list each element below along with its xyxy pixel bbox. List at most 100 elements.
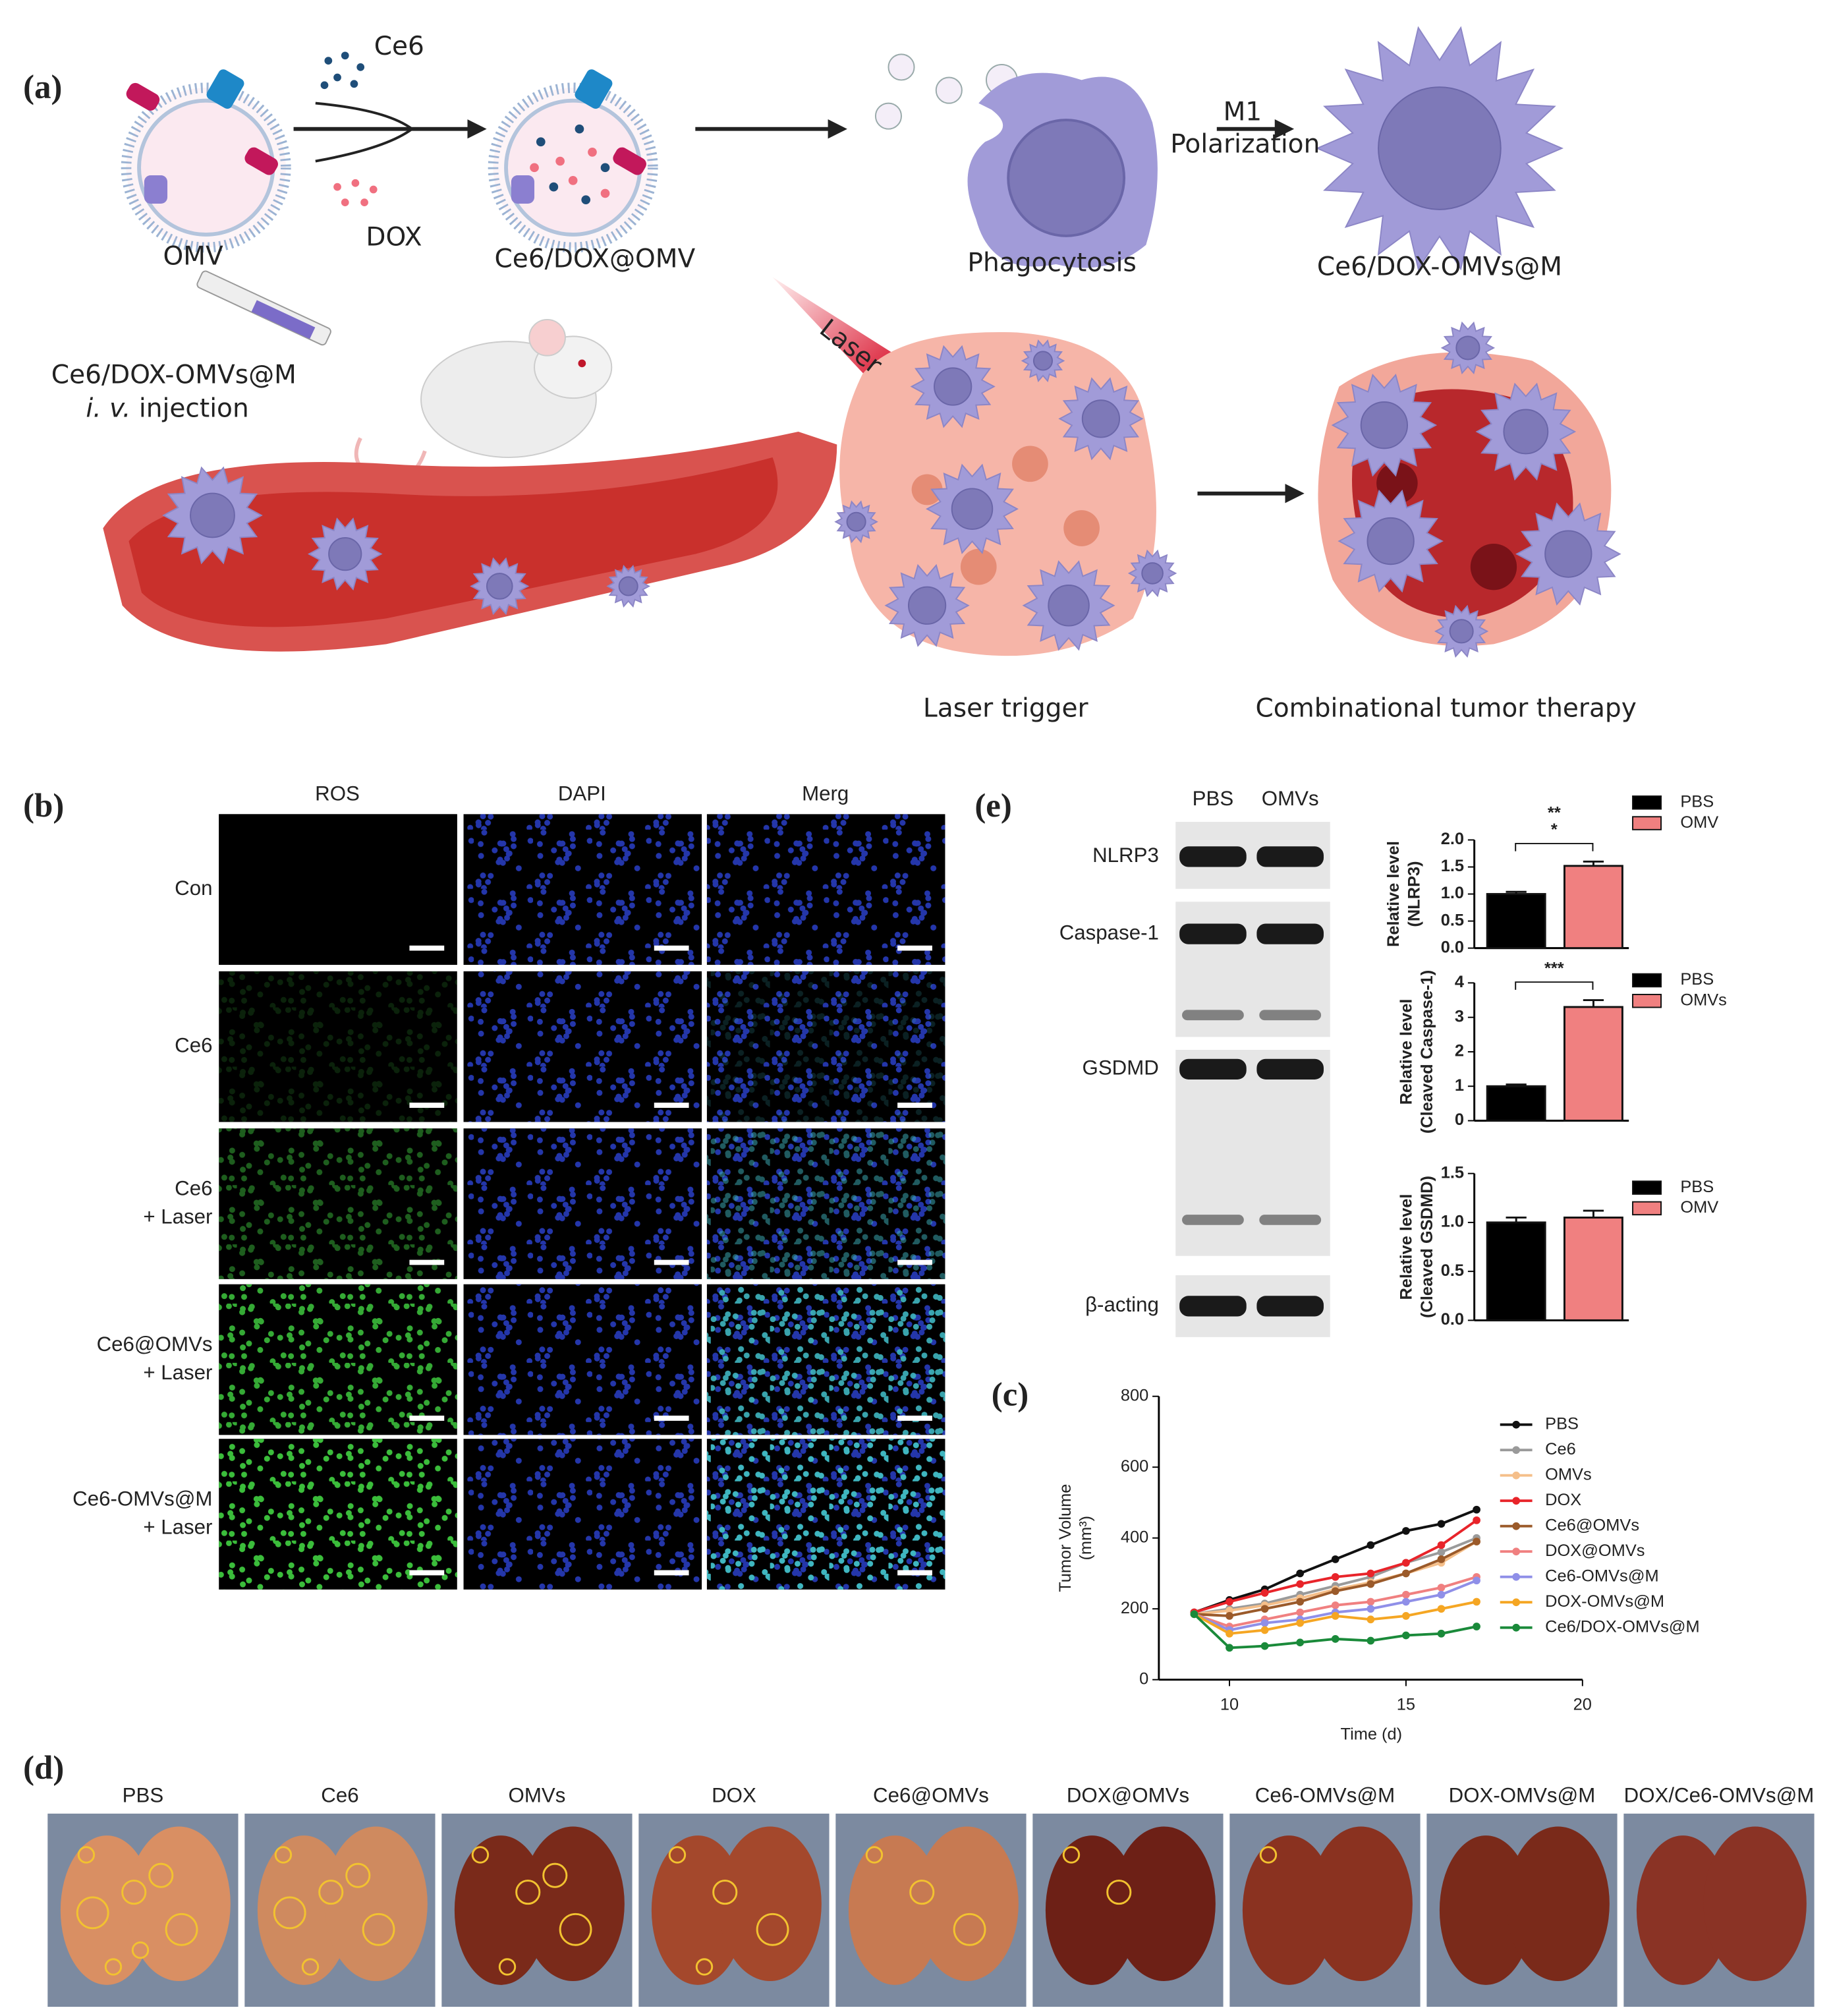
label: * bbox=[1551, 821, 1558, 839]
nucleus bbox=[934, 367, 972, 406]
label: 0.0 bbox=[1441, 938, 1464, 956]
label: 15 bbox=[1397, 1695, 1415, 1714]
label: Relative level bbox=[1397, 1194, 1416, 1300]
error-bar bbox=[1506, 890, 1527, 894]
merge-signal bbox=[706, 1439, 945, 1590]
ros-signal bbox=[219, 1439, 457, 1590]
legend-swatch bbox=[1632, 994, 1662, 1008]
label: Ce6-OMVs@M bbox=[1255, 1784, 1395, 1807]
label: 800 bbox=[1121, 1386, 1148, 1404]
label: 0.0 bbox=[1441, 1310, 1464, 1329]
label: Ce6@OMVs bbox=[873, 1784, 989, 1807]
nodule bbox=[1106, 1880, 1132, 1905]
ros-signal bbox=[219, 1284, 457, 1435]
label: PBS bbox=[1193, 787, 1234, 810]
micrograph bbox=[219, 814, 457, 965]
label: Relative level bbox=[1384, 841, 1403, 947]
legend-marker bbox=[1512, 1522, 1521, 1530]
label: 400 bbox=[1121, 1528, 1148, 1546]
nodule bbox=[148, 1862, 174, 1888]
nodule bbox=[1062, 1846, 1081, 1864]
lung-lobe bbox=[1636, 1835, 1730, 1985]
nucleus bbox=[1366, 517, 1415, 565]
point bbox=[1437, 1605, 1446, 1613]
point bbox=[1260, 1619, 1269, 1627]
bracket bbox=[1515, 842, 1594, 851]
bar bbox=[1563, 1006, 1623, 1122]
label: 1.0 bbox=[1441, 1213, 1464, 1231]
label: DOX bbox=[1545, 1491, 1581, 1509]
point bbox=[1366, 1580, 1375, 1588]
point bbox=[1402, 1527, 1410, 1535]
point bbox=[1437, 1520, 1446, 1528]
nucleus bbox=[951, 488, 994, 530]
label: (Cleaved Caspase-1) bbox=[1418, 970, 1436, 1134]
lung-lobe bbox=[718, 1826, 822, 1981]
bar bbox=[1486, 1085, 1546, 1122]
label: DAPI bbox=[558, 782, 606, 805]
label: M1 bbox=[1224, 98, 1262, 127]
legend-swatch bbox=[1632, 795, 1662, 810]
band bbox=[1179, 1296, 1247, 1317]
nucleus bbox=[486, 573, 513, 600]
nodule bbox=[471, 1846, 490, 1864]
label: (b) bbox=[23, 787, 64, 824]
point bbox=[1366, 1636, 1375, 1645]
nodule bbox=[695, 1958, 714, 1976]
label: injection bbox=[139, 393, 249, 423]
label: DOX bbox=[712, 1784, 756, 1807]
ros-signal bbox=[219, 1128, 457, 1279]
label: (d) bbox=[23, 1749, 64, 1786]
nodule bbox=[498, 1958, 517, 1976]
nucleus bbox=[1032, 351, 1054, 371]
label: DOX/Ce6-OMVs@M bbox=[1624, 1784, 1815, 1807]
nucleus bbox=[1455, 335, 1480, 360]
label: β-acting bbox=[1085, 1293, 1159, 1316]
label: Time (d) bbox=[1341, 1725, 1403, 1743]
point bbox=[1331, 1634, 1339, 1643]
nodule bbox=[77, 1846, 96, 1864]
band bbox=[1179, 923, 1247, 944]
band bbox=[1256, 1296, 1324, 1317]
lung-lobe bbox=[1112, 1826, 1216, 1981]
nodule bbox=[515, 1880, 541, 1905]
lung-lobe bbox=[1506, 1826, 1610, 1981]
nucleus bbox=[1544, 530, 1592, 578]
band bbox=[1256, 846, 1324, 867]
label: 1.5 bbox=[1441, 1163, 1464, 1182]
nodule bbox=[318, 1880, 344, 1905]
lung-lobe bbox=[651, 1835, 745, 1985]
error-bar bbox=[1506, 1083, 1527, 1087]
point bbox=[1437, 1629, 1446, 1638]
lung-lobe bbox=[1703, 1826, 1807, 1981]
label: Ce6 bbox=[321, 1784, 358, 1807]
label: OMVs bbox=[1262, 787, 1319, 810]
nucleus bbox=[907, 586, 947, 625]
band bbox=[1259, 1010, 1322, 1021]
merge-signal bbox=[706, 1128, 945, 1279]
point bbox=[1366, 1569, 1375, 1578]
point bbox=[1225, 1612, 1233, 1620]
label: OMVs bbox=[1545, 1465, 1592, 1483]
label: NLRP3 bbox=[1092, 844, 1159, 867]
label: DOX-OMVs@M bbox=[1545, 1592, 1664, 1611]
band bbox=[1182, 1215, 1244, 1225]
error-bar bbox=[1583, 1209, 1604, 1218]
label: 2 bbox=[1455, 1042, 1464, 1060]
label: OMV bbox=[1680, 813, 1718, 832]
point bbox=[1366, 1541, 1375, 1549]
label: PBS bbox=[1680, 1178, 1714, 1196]
dapi-signal bbox=[463, 814, 702, 965]
label: ** bbox=[1548, 804, 1561, 822]
point bbox=[1225, 1607, 1233, 1615]
label: 1 bbox=[1455, 1076, 1464, 1095]
label: OMV bbox=[163, 242, 223, 272]
lung-lobe bbox=[521, 1826, 625, 1981]
label: Ce6 bbox=[175, 1033, 212, 1056]
bracket bbox=[1515, 981, 1594, 990]
label: *** bbox=[1544, 959, 1564, 977]
legend-swatch bbox=[1632, 1180, 1662, 1195]
label: GSDMD bbox=[1083, 1056, 1159, 1080]
lung-lobe bbox=[915, 1826, 1019, 1981]
